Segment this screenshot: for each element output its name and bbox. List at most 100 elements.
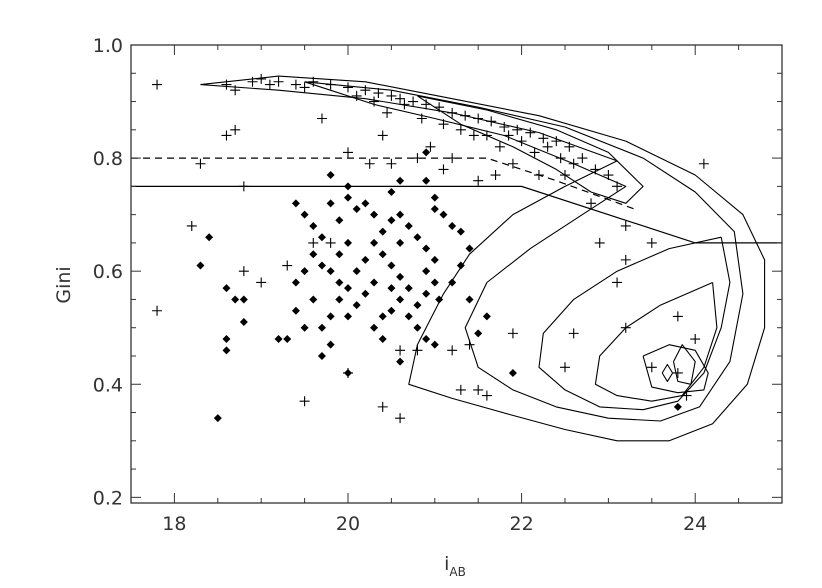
diamond-point [222,284,231,293]
diamond-point [413,233,422,242]
plus-point [230,124,241,135]
diamond-point [387,261,396,270]
diamond-point [344,182,352,191]
plus-point [690,334,701,345]
diamond-point [422,267,431,276]
plus-point [412,153,423,164]
diamond-point [396,357,405,366]
plus-point [282,260,293,271]
plus-point [646,237,657,248]
diamond-point [344,193,352,202]
plus-point [529,147,540,158]
diamond-point [317,323,326,332]
diamond-point [239,318,248,327]
diamond-point [317,261,326,270]
plus-point [238,266,249,277]
contour-6 [642,344,709,394]
plus-point [325,237,336,248]
diamond-point [344,238,352,247]
plus-point [612,181,623,192]
diamond-point [404,312,413,321]
plus-point [460,110,471,121]
diamond-point [430,193,439,202]
diamond-point [396,210,405,219]
diamond-point [378,312,387,321]
diamond-point [387,216,396,225]
diamond-point [300,210,309,219]
diamond-point [370,278,379,287]
plus-point [672,311,683,322]
contour-1 [200,75,766,442]
plus-point [373,88,384,99]
plus-point [425,141,436,152]
plus-point [590,164,601,175]
plus-point [256,73,267,84]
plus-point [455,384,466,395]
y-tick-label: 0.4 [93,374,123,396]
axis-ticks: 18 20 22 24 0.2 0.4 0.6 0.8 1.0 [93,35,783,535]
plus-point [646,362,657,373]
plus-point [377,401,388,412]
plus-point [612,277,623,288]
diamond-point [291,199,300,208]
diamond-point [361,289,370,298]
plus-point [186,220,197,231]
diamond-point [430,204,439,213]
plus-point [503,130,514,141]
plus-point [698,158,709,169]
x-tick-label: 18 [162,513,186,535]
plus-point [308,237,319,248]
diamond-point [352,204,361,213]
plus-point [221,79,232,90]
plus-point [594,237,605,248]
contour-2 [304,81,744,422]
plus-point [447,345,458,356]
plus-point [681,390,692,401]
plot-frame [130,44,783,504]
diamond-point [396,272,405,281]
diamond-point [361,255,370,264]
plus-point [299,82,310,93]
plus-point [152,79,163,90]
diamond-point [439,210,448,219]
x-axis-label: iAB [444,553,466,579]
diamond-point [231,295,240,304]
plus-point [551,136,562,147]
y-tick-label: 0.6 [93,261,123,283]
plus-point [560,362,570,373]
diamond-point [326,267,335,276]
diamond-point [291,278,300,287]
plus-point [290,79,301,90]
plus-point [486,116,497,127]
x-tick-label: 20 [336,513,360,535]
plus-point [152,305,163,316]
diamond-point [309,295,318,304]
diamond-point [335,216,344,225]
solid-reference-line [131,185,782,244]
diamond-point [430,255,439,264]
plus-point [369,96,380,107]
plus-point [568,158,579,169]
plus-point [273,76,284,87]
plus-point [672,367,683,378]
diamond-point [465,244,474,253]
plus-point [568,328,579,339]
plus-point [434,102,445,113]
diamond-point [317,351,326,360]
diamond-point [422,335,431,344]
diamond-point [326,171,335,180]
plus-point [481,130,492,141]
plus-point [421,99,432,110]
diamond-point [361,199,370,208]
diamond-point [283,335,292,344]
diamond-point [300,323,309,332]
diamond-point [422,244,431,253]
diamond-point [448,278,457,287]
diamond-point [239,295,248,304]
contour-layer [200,75,766,442]
y-axis-label: Gini [53,266,75,303]
diamond-point [317,233,326,242]
plus-point [455,124,466,135]
y-tick-label: 0.2 [93,487,123,509]
plus-point [473,113,484,124]
